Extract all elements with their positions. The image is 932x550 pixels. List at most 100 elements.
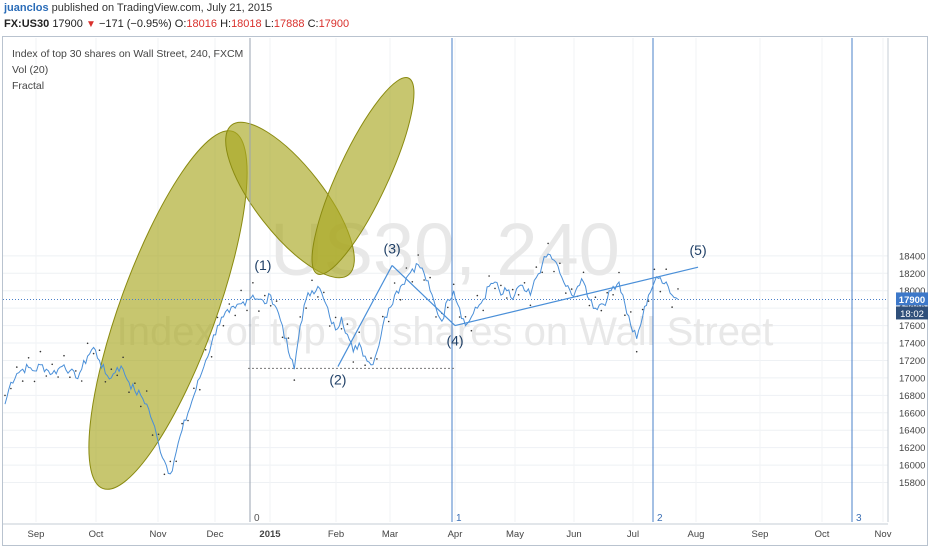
- fractal-dot: [423, 279, 425, 281]
- indicator-fractal[interactable]: Fractal: [12, 80, 45, 92]
- fractal-dot: [323, 291, 325, 294]
- fractal-dot: [98, 349, 101, 352]
- fractal-dot: [594, 296, 597, 299]
- x-tick-label: Oct: [815, 529, 830, 540]
- y-tick-label: 16200: [899, 443, 925, 454]
- fractal-dot: [299, 316, 302, 318]
- open-value: 18016: [186, 18, 217, 30]
- fractal-dot: [523, 282, 526, 284]
- fractal-dot: [27, 357, 30, 359]
- fractal-dot: [199, 388, 201, 391]
- marker-label-2: 2: [657, 513, 663, 524]
- fractal-dots: [4, 242, 679, 476]
- open-label: O:: [174, 18, 187, 30]
- fractal-dot: [122, 356, 124, 359]
- fractal-dot: [452, 283, 455, 286]
- fractal-dot: [612, 294, 614, 296]
- fractal-dot: [140, 405, 142, 408]
- fractal-dot: [311, 279, 313, 282]
- fractal-dot: [647, 300, 650, 302]
- fractal-dot: [417, 254, 420, 256]
- wave-label-3: (3): [384, 240, 401, 256]
- trend-line-4-5: [454, 266, 699, 327]
- fractal-dot: [157, 433, 160, 436]
- fractal-dot: [234, 314, 236, 317]
- fractal-dot: [69, 376, 71, 379]
- wave-ellipse-3: [311, 77, 415, 275]
- y-tick-label: 16000: [899, 461, 925, 472]
- fractal-dot: [264, 294, 266, 297]
- x-tick-label: Oct: [89, 529, 104, 540]
- indicator-volume[interactable]: Vol (20): [12, 64, 49, 76]
- x-tick-label: Apr: [448, 529, 463, 540]
- fractal-dot: [57, 376, 59, 378]
- fractal-dot: [470, 329, 473, 332]
- fractal-dot: [635, 350, 638, 353]
- down-arrow-icon: ▼: [85, 19, 96, 30]
- author-link[interactable]: juanclos: [4, 2, 49, 14]
- fractal-dot: [63, 354, 65, 357]
- fractal-dot: [33, 380, 36, 383]
- fractal-dot: [181, 422, 183, 425]
- x-tick-label: Nov: [150, 529, 167, 540]
- fractal-dot: [399, 299, 402, 301]
- x-tick-label: Feb: [328, 529, 344, 540]
- fractal-dot: [228, 303, 231, 305]
- fractal-dot: [600, 309, 603, 312]
- fractal-dot: [328, 325, 331, 327]
- trend-lines: [337, 264, 699, 367]
- fractal-dot: [110, 368, 113, 371]
- fractal-dot: [258, 310, 260, 312]
- indicator-main[interactable]: Index of top 30 shares on Wall Street, 2…: [12, 48, 244, 60]
- low-value: 17888: [273, 18, 305, 30]
- fractal-dot: [630, 311, 632, 313]
- marker-label-1: 1: [456, 513, 462, 524]
- fractal-dot: [376, 358, 378, 360]
- fractal-dot: [506, 297, 508, 299]
- fractal-dot: [559, 262, 561, 265]
- x-tick-label: Sep: [28, 529, 45, 540]
- fractal-dot: [535, 266, 538, 268]
- fractal-dot: [334, 316, 337, 319]
- fractal-dot: [671, 306, 673, 308]
- fractal-dot: [665, 268, 667, 271]
- fractal-dot: [529, 304, 532, 307]
- fractal-dot: [222, 324, 225, 327]
- fractal-dot: [511, 288, 514, 291]
- x-tick-label: Mar: [382, 529, 398, 540]
- fractal-dot: [252, 282, 254, 284]
- price-line: [4, 253, 679, 475]
- time-badge-text: 18:02: [900, 309, 924, 320]
- fractal-dot: [175, 460, 177, 463]
- close-value: 17900: [318, 18, 350, 30]
- fractal-dot: [45, 375, 48, 377]
- y-tick-label: 17000: [899, 373, 925, 384]
- fractal-dot: [86, 342, 89, 345]
- fractal-dot: [565, 292, 567, 294]
- fractal-dot: [246, 309, 248, 312]
- x-tick-label: Dec: [207, 529, 224, 540]
- fractal-dot: [104, 381, 107, 383]
- fractal-dot: [346, 323, 349, 325]
- x-tick-label: Jul: [627, 529, 639, 540]
- y-tick-label: 17400: [899, 339, 925, 350]
- fractal-dot: [204, 349, 207, 351]
- fractal-dot: [287, 337, 290, 339]
- fractal-dot: [464, 316, 467, 318]
- fractal-dot: [435, 316, 437, 318]
- fractal-dot: [387, 320, 390, 323]
- fractal-dot: [364, 364, 366, 367]
- fractal-dot: [476, 294, 479, 297]
- last-price-badge: [896, 292, 928, 306]
- symbol-name[interactable]: FX:US30: [4, 18, 50, 30]
- y-tick-label: 16600: [899, 408, 925, 419]
- high-value: 18018: [231, 18, 262, 30]
- price-badges: 17900 18:02: [896, 292, 928, 320]
- fractal-dot: [482, 309, 485, 312]
- fractal-dot: [547, 242, 549, 245]
- wave-label-5: (5): [690, 242, 707, 258]
- x-tick-label: 2015: [259, 529, 281, 540]
- x-tick-label: Jun: [566, 529, 581, 540]
- fractal-dot: [606, 291, 608, 294]
